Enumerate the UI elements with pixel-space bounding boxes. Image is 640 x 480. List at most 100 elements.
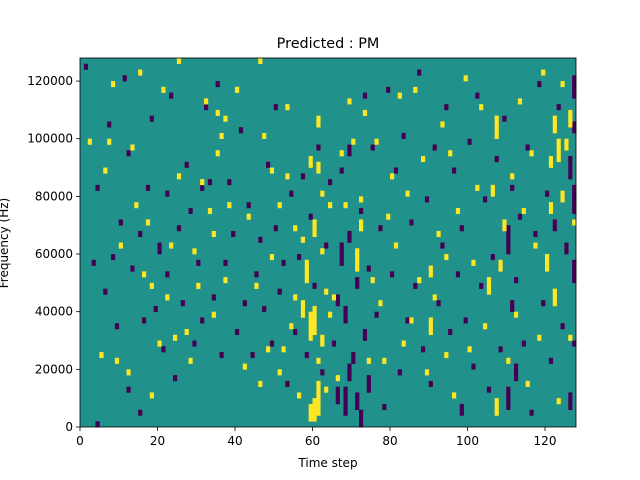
heatmap-cell-high	[285, 173, 290, 180]
heatmap-cell-high	[452, 392, 457, 399]
heatmap-cell-high	[351, 138, 356, 145]
heatmap-cell-high	[324, 288, 329, 295]
heatmap-cell-high	[374, 138, 379, 145]
heatmap-cell-high	[300, 236, 306, 243]
heatmap-cell-low	[219, 352, 224, 359]
heatmap-cell-low	[514, 277, 519, 284]
heatmap-cell-high	[494, 398, 499, 416]
heatmap-cell-high	[316, 115, 321, 128]
heatmap-cell-high	[572, 219, 577, 226]
heatmap-cell-high	[320, 248, 325, 255]
heatmap-cell-high	[498, 259, 503, 272]
heatmap-cell-high	[235, 86, 240, 93]
heatmap-cell-high	[339, 150, 344, 157]
heatmap-cell-high	[192, 248, 197, 255]
heatmap-cell-low	[293, 328, 298, 336]
heatmap-cell-high	[184, 328, 189, 336]
heatmap-cell-low	[572, 75, 577, 99]
heatmap-cell-high	[258, 380, 263, 387]
heatmap-cell-high	[397, 92, 402, 99]
heatmap-cell-high	[277, 369, 282, 376]
heatmap-cell-low	[196, 259, 201, 266]
heatmap-cell-low	[204, 104, 209, 111]
heatmap-cell-high	[335, 375, 340, 382]
heatmap-cell-low	[238, 127, 244, 134]
heatmap-cell-low	[304, 352, 309, 359]
heatmap-cell-high	[300, 300, 306, 318]
heatmap-cell-high	[99, 352, 104, 359]
heatmap-cell-high	[246, 213, 251, 220]
heatmap-cell-low	[126, 150, 131, 157]
y-tick-label: 80000	[35, 189, 73, 203]
x-axis-ticks: 0 20 40 60 80 100 120	[76, 427, 556, 448]
heatmap-cell-low	[235, 328, 240, 336]
heatmap-cell-high	[312, 305, 317, 336]
heatmap-cell-high	[359, 219, 364, 232]
heatmap-cell-low	[556, 104, 561, 111]
heatmap-cell-low	[421, 346, 426, 353]
heatmap-cell-low	[95, 184, 100, 191]
heatmap-cell-high	[308, 403, 313, 422]
heatmap-cell-low	[490, 254, 495, 261]
heatmap-cell-high	[254, 282, 259, 289]
heatmap-cell-low	[432, 144, 437, 151]
heatmap-cell-low	[200, 317, 205, 324]
heatmap-cell-low	[455, 271, 461, 278]
heatmap-cell-high	[436, 230, 441, 238]
heatmap-cell-low	[471, 363, 476, 370]
heatmap-cell-low	[91, 259, 96, 266]
heatmap-cell-low	[494, 156, 499, 163]
heatmap-cell-high	[510, 173, 515, 180]
heatmap-cell-high	[568, 109, 573, 128]
heatmap-cell-high	[266, 346, 271, 353]
heatmap-cell-low	[572, 184, 577, 214]
heatmap-cell-low	[138, 409, 143, 416]
y-axis-ticks: 0 20000 40000 60000 80000 100000 120000	[27, 74, 80, 434]
heatmap-cell-high	[548, 156, 554, 168]
heatmap-cell-low	[207, 179, 213, 186]
heatmap-cell-low	[331, 340, 337, 347]
heatmap-cell-high	[312, 398, 317, 422]
heatmap-cell-high	[285, 104, 290, 111]
heatmap-cell-high	[142, 271, 147, 278]
heatmap-cell-high	[548, 202, 554, 214]
heatmap-cell-high	[444, 352, 449, 359]
heatmap-cell-high	[118, 242, 123, 249]
heatmap-cell-low	[366, 375, 371, 393]
heatmap-cell-high	[568, 334, 573, 341]
heatmap-cell-low	[176, 225, 182, 232]
heatmap-cell-high	[130, 144, 135, 151]
heatmap-cell-low	[335, 294, 340, 307]
heatmap-cell-high	[366, 357, 371, 364]
heatmap-cell-low	[502, 115, 507, 122]
heatmap-cell-low	[114, 323, 120, 330]
heatmap-cell-low	[281, 259, 286, 266]
heatmap-cell-high	[316, 161, 321, 174]
heatmap-cell-low	[262, 305, 267, 312]
heatmap-cell-high	[417, 277, 422, 284]
heatmap-cell-low	[444, 104, 449, 111]
heatmap-cell-high	[157, 340, 162, 347]
heatmap-cell-low	[529, 409, 534, 416]
heatmap-cell-high	[258, 58, 263, 65]
heatmap-cell-high	[111, 81, 116, 88]
heatmap-cell-high	[200, 179, 205, 186]
heatmap-cell-high	[355, 248, 360, 272]
y-tick-label: 0	[65, 420, 73, 434]
y-tick-label: 120000	[27, 74, 73, 88]
y-tick-label: 100000	[27, 132, 73, 146]
heatmap-cell-low	[157, 242, 162, 255]
heatmap-cell-high	[297, 392, 302, 399]
heatmap-cell-high	[405, 190, 410, 197]
heatmap-cell-low	[359, 207, 364, 214]
heatmap-cell-low	[312, 282, 317, 289]
heatmap-cell-low	[521, 340, 526, 347]
heatmap-cell-low	[289, 190, 294, 197]
heatmap-cell-high	[533, 242, 538, 249]
heatmap-cell-low	[510, 300, 515, 312]
heatmap-cell-low	[548, 357, 554, 364]
heatmap-cell-low	[285, 380, 290, 387]
heatmap-cell-low	[401, 132, 406, 140]
heatmap-cell-high	[304, 259, 309, 284]
heatmap-cell-low	[413, 282, 418, 289]
